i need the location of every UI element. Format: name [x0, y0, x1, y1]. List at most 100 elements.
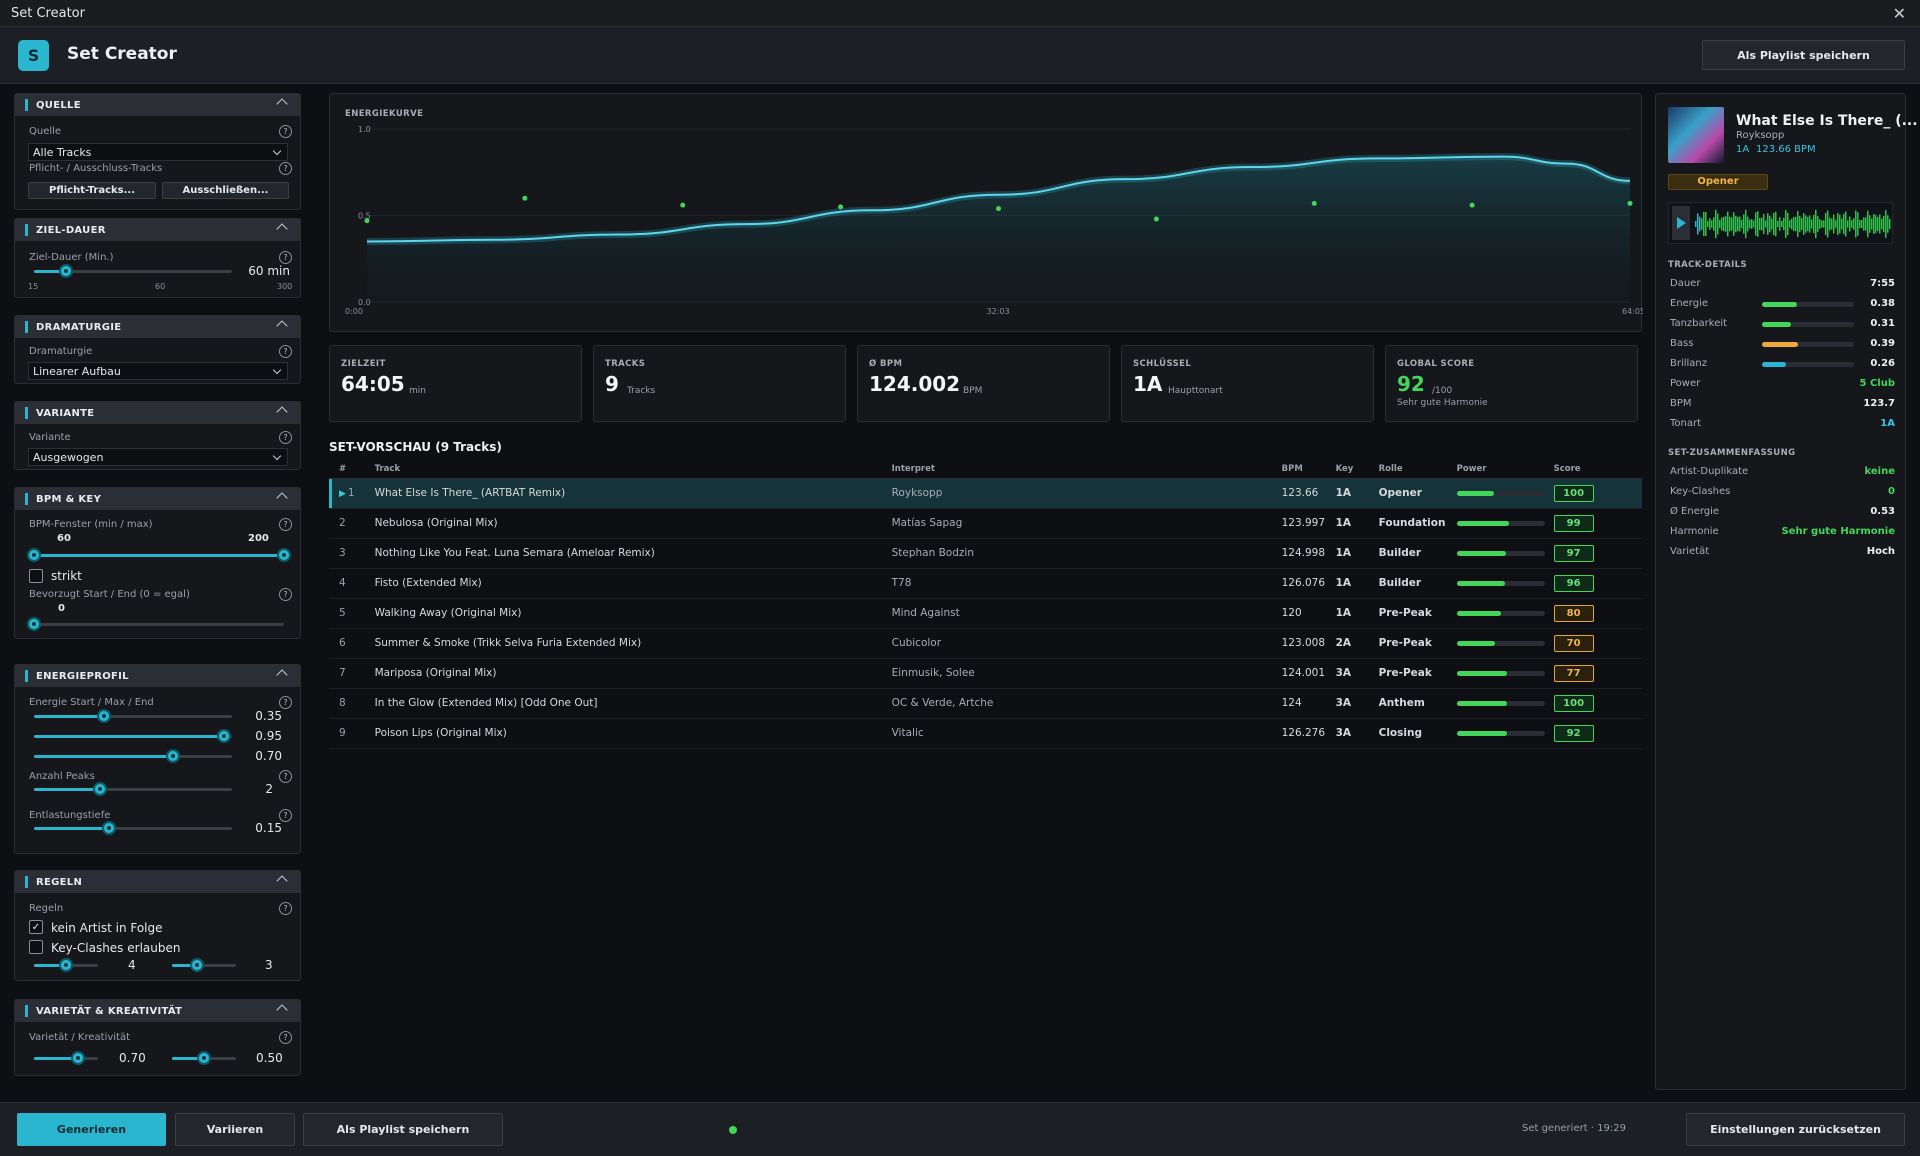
waveform-bar: [1819, 219, 1821, 229]
slider-handle-max[interactable]: [277, 548, 291, 562]
column-header[interactable]: Rolle: [1378, 460, 1457, 479]
save-playlist-footer-button[interactable]: Als Playlist speichern: [303, 1113, 503, 1146]
table-row[interactable]: 5 Walking Away (Original Mix) Mind Against…: [329, 598, 1642, 629]
bpm-range-slider[interactable]: [27, 548, 291, 562]
table-row[interactable]: ▶ 1 What Else Is There_ (ARTBAT Remix) Royk…: [329, 478, 1642, 509]
rules-slider-a[interactable]: [34, 958, 98, 972]
track-energy-point[interactable]: [522, 195, 528, 201]
vary-button[interactable]: Variieren: [175, 1113, 295, 1146]
panel-header[interactable]: VARIANTE: [15, 402, 300, 424]
table-row[interactable]: 8 In the Glow (Extended Mix) [Odd One Out…: [329, 688, 1642, 719]
chevron-up-icon[interactable]: [276, 320, 288, 332]
help-icon[interactable]: ?: [279, 809, 292, 822]
panel-header[interactable]: QUELLE: [15, 94, 300, 116]
generate-button[interactable]: Generieren: [17, 1113, 166, 1146]
table-row[interactable]: 4 Fisto (Extended Mix) T78 126.076 1A Builder…: [329, 568, 1642, 599]
stat-unit: Haupttonart: [1168, 386, 1223, 396]
peaks-slider[interactable]: [34, 782, 232, 796]
table-row[interactable]: 9 Poison Lips (Original Mix) Vitalic 126.27…: [329, 718, 1642, 749]
slider-handle-min[interactable]: [27, 548, 41, 562]
slider-handle[interactable]: [102, 821, 116, 835]
source-select[interactable]: Alle Tracks: [28, 143, 288, 161]
waveform[interactable]: [1695, 205, 1891, 243]
creativity-slider[interactable]: [172, 1051, 236, 1065]
help-icon[interactable]: ?: [279, 770, 292, 783]
reset-settings-button[interactable]: Einstellungen zurücksetzen: [1686, 1113, 1905, 1146]
panel-header[interactable]: VARIETÄT & KREATIVITÄT: [15, 1000, 300, 1022]
panel-header[interactable]: ENERGIEPROFIL: [15, 665, 300, 687]
help-icon[interactable]: ?: [279, 345, 292, 358]
chevron-up-icon[interactable]: [276, 669, 288, 681]
panel-header[interactable]: ZIEL-DAUER: [15, 219, 300, 241]
strict-checkbox[interactable]: [29, 569, 43, 583]
duration-slider[interactable]: [34, 264, 232, 278]
rules-slider-b[interactable]: [172, 958, 236, 972]
track-energy-point[interactable]: [1627, 200, 1633, 206]
slider-handle[interactable]: [93, 782, 107, 796]
slider-handle[interactable]: [197, 1051, 211, 1065]
help-icon[interactable]: ?: [279, 518, 292, 531]
no-artist-checkbox[interactable]: ✓: [29, 920, 43, 934]
track-energy-point[interactable]: [1469, 202, 1475, 208]
variety-slider[interactable]: [34, 1051, 98, 1065]
slider-handle[interactable]: [217, 729, 231, 743]
relief-slider[interactable]: [34, 821, 232, 835]
panel-header[interactable]: REGELN: [15, 871, 300, 893]
dramaturgy-select[interactable]: Linearer Aufbau: [28, 362, 288, 380]
column-header[interactable]: Power: [1456, 460, 1554, 479]
column-header[interactable]: Key: [1335, 460, 1379, 479]
help-icon[interactable]: ?: [279, 125, 292, 138]
preferred-start-slider[interactable]: [27, 617, 284, 631]
track-energy-point[interactable]: [1153, 216, 1159, 222]
table-row[interactable]: 7 Mariposa (Original Mix) Einmusik, Solee 1…: [329, 658, 1642, 689]
chevron-up-icon[interactable]: [276, 223, 288, 235]
track-energy-point[interactable]: [680, 202, 686, 208]
table-row[interactable]: 2 Nebulosa (Original Mix) Matías Sapag 123.…: [329, 508, 1642, 539]
table-row[interactable]: 6 Summer & Smoke (Trikk Selva Furia Exten…: [329, 628, 1642, 659]
chevron-up-icon[interactable]: [276, 1004, 288, 1016]
chevron-up-icon[interactable]: [276, 492, 288, 504]
required-tracks-button[interactable]: Pflicht-Tracks...: [28, 182, 156, 199]
energy-max-slider[interactable]: [34, 729, 232, 743]
slider-handle[interactable]: [166, 749, 180, 763]
track-energy-point[interactable]: [1311, 200, 1317, 206]
slider-handle[interactable]: [59, 264, 73, 278]
variant-select[interactable]: Ausgewogen: [28, 448, 288, 466]
play-button[interactable]: [1672, 206, 1690, 240]
chevron-up-icon[interactable]: [276, 406, 288, 418]
help-icon[interactable]: ?: [279, 162, 292, 175]
waveform-player[interactable]: [1668, 202, 1893, 244]
slider-handle[interactable]: [59, 958, 73, 972]
chevron-up-icon[interactable]: [276, 875, 288, 887]
slider-handle[interactable]: [27, 617, 41, 631]
exclude-tracks-button[interactable]: Ausschließen...: [162, 182, 289, 199]
track-energy-point[interactable]: [838, 204, 844, 210]
panel-header[interactable]: DRAMATURGIE: [15, 316, 300, 338]
save-playlist-button[interactable]: Als Playlist speichern: [1702, 40, 1905, 70]
panel-header[interactable]: BPM & KEY: [15, 488, 300, 510]
track-energy-point[interactable]: [996, 206, 1001, 212]
slider-handle[interactable]: [190, 958, 204, 972]
close-icon[interactable]: ✕: [1892, 4, 1906, 23]
slider-handle[interactable]: [97, 709, 111, 723]
detail-value: 123.7: [1863, 398, 1895, 409]
waveform-bar: [1737, 216, 1739, 232]
key-clash-checkbox[interactable]: [29, 940, 43, 954]
column-header[interactable]: #: [329, 460, 355, 479]
help-icon[interactable]: ?: [279, 431, 292, 444]
column-header[interactable]: Interpret: [891, 460, 1282, 479]
column-header[interactable]: Score: [1553, 460, 1642, 479]
help-icon[interactable]: ?: [279, 696, 292, 709]
help-icon[interactable]: ?: [279, 251, 292, 264]
column-header[interactable]: Track: [354, 460, 892, 479]
energy-start-slider[interactable]: [34, 709, 232, 723]
column-header[interactable]: BPM: [1281, 460, 1336, 479]
slider-handle[interactable]: [71, 1051, 85, 1065]
table-row[interactable]: 3 Nothing Like You Feat. Luna Semara (Ame…: [329, 538, 1642, 569]
help-icon[interactable]: ?: [279, 588, 292, 601]
energy-end-slider[interactable]: [34, 749, 232, 763]
chevron-up-icon[interactable]: [276, 98, 288, 110]
help-icon[interactable]: ?: [279, 1031, 292, 1044]
help-icon[interactable]: ?: [279, 902, 292, 915]
track-energy-point[interactable]: [364, 218, 370, 224]
